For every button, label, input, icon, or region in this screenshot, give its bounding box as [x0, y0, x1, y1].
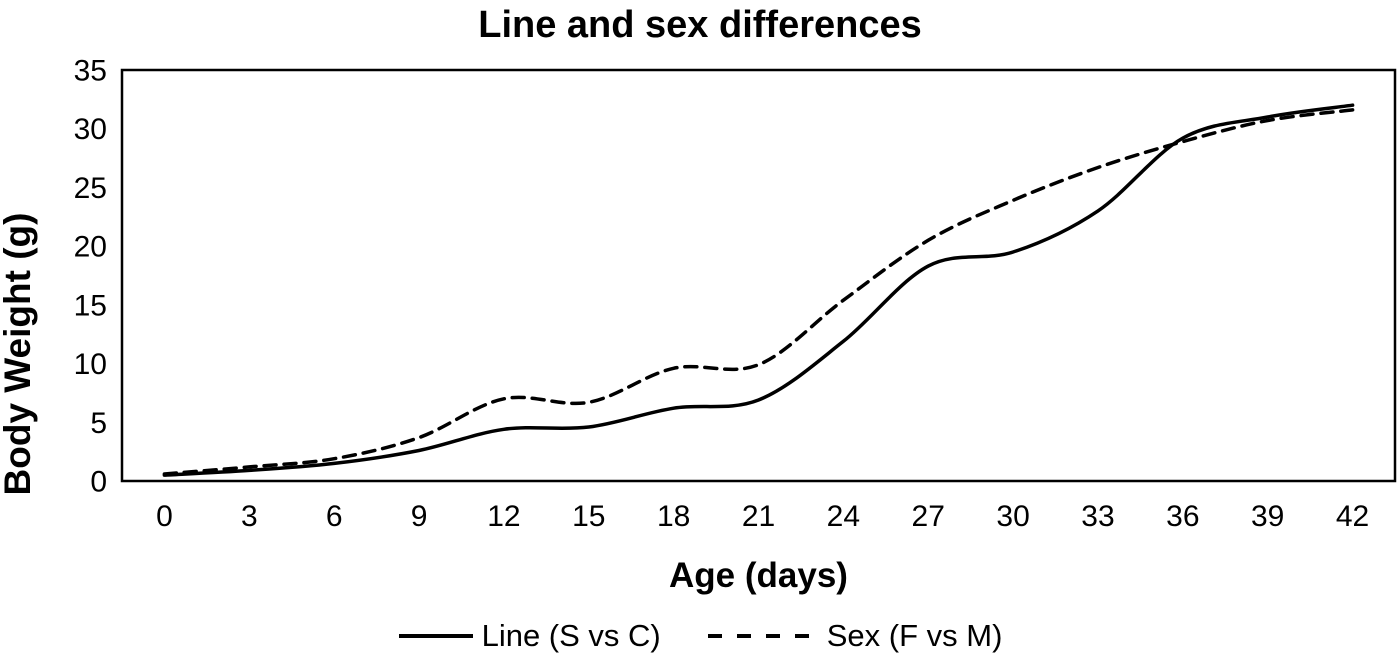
- y-tick-label: 20: [74, 231, 107, 264]
- chart-title: Line and sex differences: [478, 4, 922, 46]
- y-tick-label: 15: [74, 289, 107, 322]
- y-tick-label: 0: [90, 466, 107, 499]
- x-tick-label: 30: [996, 500, 1029, 533]
- y-tick-label: 10: [74, 348, 107, 381]
- x-tick-label: 24: [827, 500, 860, 533]
- dashed-line-sample-icon: [707, 634, 818, 638]
- x-tick-label: 12: [487, 500, 520, 533]
- x-tick-label: 9: [411, 500, 428, 533]
- legend-item-line-s-vs-c: Line (S vs C): [398, 618, 661, 654]
- x-tick-label: 6: [326, 500, 343, 533]
- y-tick-label: 5: [90, 407, 107, 440]
- y-tick-label: 25: [74, 172, 107, 205]
- x-tick-label: 15: [572, 500, 605, 533]
- x-tick-label: 21: [742, 500, 775, 533]
- x-tick-label: 39: [1251, 500, 1284, 533]
- x-tick-label: 27: [912, 500, 945, 533]
- y-tick-label: 35: [74, 55, 107, 88]
- x-tick-label: 33: [1081, 500, 1114, 533]
- legend-item-sex-f-vs-m: Sex (F vs M): [707, 618, 1003, 654]
- y-tick-label: 30: [74, 113, 107, 146]
- legend-label-line-s-vs-c: Line (S vs C): [481, 618, 661, 653]
- plot-border: [120, 68, 1397, 483]
- x-tick-label: 18: [657, 500, 690, 533]
- x-tick-label: 0: [156, 500, 173, 533]
- chart-legend: Line (S vs C) Sex (F vs M): [0, 618, 1400, 654]
- series-path-line-s-vs-c-: [162, 103, 1355, 477]
- x-tick-label: 36: [1166, 500, 1199, 533]
- x-tick-label: 3: [241, 500, 258, 533]
- series-path-sex-f-vs-m-: [162, 108, 1355, 476]
- legend-label-sex-f-vs-m: Sex (F vs M): [826, 618, 1003, 653]
- solid-line-sample-icon: [398, 634, 473, 638]
- x-axis-title: Age (days): [669, 556, 848, 595]
- x-tick-label: 42: [1336, 500, 1369, 533]
